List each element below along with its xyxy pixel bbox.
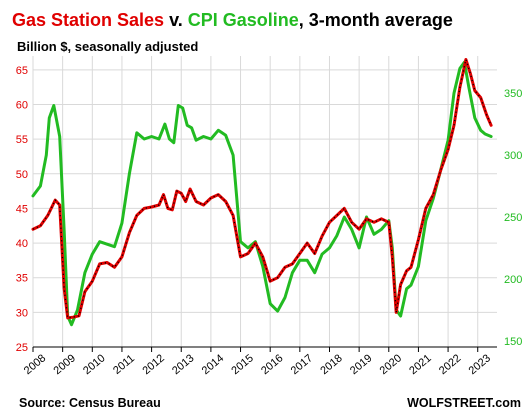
x-tick-label: 2020: [378, 352, 404, 377]
x-tick-label: 2014: [200, 352, 226, 377]
y-tick-label-right: 300: [504, 150, 522, 162]
x-axis: 2008 2009 2010 2011 2012 2013 2014 2015 2016 2017…: [22, 346, 497, 377]
y-tick-label-right: 150: [504, 336, 522, 348]
x-tick-label: 2022: [437, 352, 463, 377]
title-cpi: CPI Gasoline: [188, 10, 299, 30]
x-tick-label: 2011: [111, 353, 137, 377]
x-tick-label: 2008: [22, 352, 48, 377]
x-tick-label: 2012: [140, 352, 166, 377]
title-v: v.: [164, 10, 188, 30]
x-tick-label: 2018: [318, 352, 344, 377]
y-tick-label-right: 350: [504, 88, 522, 100]
series-line-gas-station-sales: [31, 58, 493, 320]
series-group: [31, 58, 493, 327]
y-tick-label-left: 30: [16, 307, 28, 319]
y-tick-label-left: 55: [16, 134, 28, 146]
chart-subtitle: Billion $, seasonally adjusted: [17, 39, 198, 54]
x-tick-label: 2017: [289, 352, 315, 377]
y-tick-label-right: 200: [504, 274, 522, 286]
x-tick-label: 2010: [81, 352, 107, 377]
x-tick-label: 2023: [467, 352, 493, 377]
y-axis-left: 25 30 35 40 45 50 55 60 65: [16, 65, 28, 354]
y-tick-label-left: 45: [16, 203, 28, 215]
y-axis-right: 150 200 250 300 350: [504, 88, 522, 348]
y-tick-label-left: 40: [16, 238, 28, 250]
y-tick-label-left: 60: [16, 100, 28, 112]
series-line-cpi-gasoline: [31, 60, 493, 327]
grid: [32, 56, 497, 348]
title-rest: , 3-month average: [299, 10, 453, 30]
chart-title: Gas Station Sales v. CPI Gasoline, 3-mon…: [12, 10, 453, 30]
x-tick-label: 2013: [170, 352, 196, 377]
y-tick-label-left: 65: [16, 65, 28, 77]
series-line-gas-station-sales-dots: [32, 58, 492, 319]
y-tick-label-right: 250: [504, 212, 522, 224]
watermark: WOLFSTREET.com: [407, 396, 521, 410]
x-tick-label: 2009: [51, 352, 77, 377]
y-tick-label-left: 25: [16, 342, 28, 354]
x-tick-label: 2021: [407, 352, 433, 377]
y-tick-label-left: 50: [16, 169, 28, 181]
x-tick-label: 2019: [348, 352, 374, 377]
x-tick-label: 2016: [259, 352, 285, 377]
source-note: Source: Census Bureau: [19, 396, 161, 410]
y-tick-label-left: 35: [16, 273, 28, 285]
x-tick-label: 2015: [229, 352, 255, 377]
title-sales: Gas Station Sales: [12, 10, 164, 30]
